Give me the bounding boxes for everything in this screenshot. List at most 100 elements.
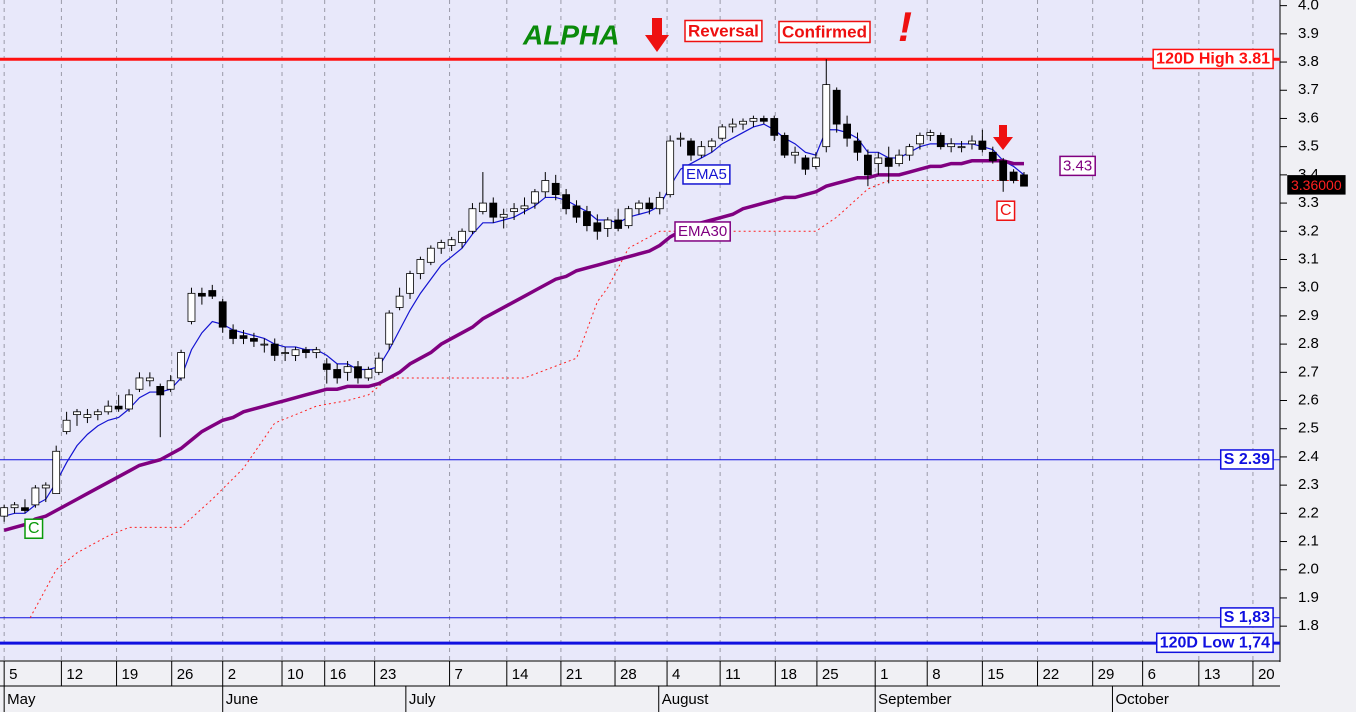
y-tick-label: 3.1	[1298, 250, 1319, 267]
candle-body	[260, 343, 269, 346]
y-axis-area	[1280, 0, 1356, 712]
y-tick-label: 3.0	[1298, 279, 1319, 296]
ema30-label-box	[674, 221, 731, 242]
candle-body	[978, 140, 987, 150]
candle-body	[562, 194, 571, 210]
x-tick-label: 1	[880, 666, 888, 683]
candle-body	[895, 154, 904, 164]
level-label-group: S 1,83	[1219, 607, 1274, 628]
plot-area	[0, 0, 1280, 660]
level-label: 120D High 3.81	[1156, 50, 1270, 67]
ema30-last-label-box	[1059, 155, 1096, 177]
candle-body	[759, 118, 768, 122]
x-tick-label: 2	[228, 666, 236, 683]
x-tick-label: 26	[177, 666, 194, 683]
buy-signal-label-box	[24, 518, 44, 539]
candle-body	[614, 219, 623, 229]
candle-body	[864, 154, 872, 176]
candle-body	[832, 89, 841, 125]
level-label-group: 120D High 3.81	[1152, 48, 1274, 70]
candle-body	[62, 419, 71, 432]
candle-body	[52, 450, 61, 494]
x-tick-label: 5	[9, 666, 17, 683]
candle-body	[520, 205, 529, 210]
candle-body	[208, 290, 217, 297]
buy-signal-label: C	[28, 520, 40, 537]
candle-body	[874, 157, 883, 164]
alpha-label: ALPHA	[522, 19, 619, 50]
y-tick-label: 3.9	[1298, 25, 1319, 42]
candle-body	[916, 134, 924, 145]
candle-body	[166, 380, 175, 390]
candle-body	[468, 208, 477, 232]
confirmed-label: Confirmed	[782, 22, 867, 41]
candle-body	[489, 202, 498, 218]
candle-body	[968, 140, 976, 145]
candle-body	[593, 222, 602, 232]
candle-body	[583, 211, 591, 227]
confirmed-label-box	[778, 20, 871, 44]
x-tick-label: 21	[566, 666, 583, 683]
candle-body	[31, 487, 40, 506]
candle-body	[197, 292, 206, 297]
candle-body	[666, 140, 675, 196]
y-tick-label: 2.7	[1298, 363, 1319, 380]
candle-body	[426, 247, 435, 263]
candle-body	[541, 180, 550, 193]
level-label: S 1,83	[1224, 609, 1270, 626]
candle-body	[957, 146, 966, 149]
month-label: September	[878, 691, 951, 708]
month-label: July	[409, 691, 436, 708]
ema30-last-label-group: 3.43	[1059, 155, 1096, 177]
y-tick-label: 2.6	[1298, 391, 1319, 408]
candle-body	[811, 157, 820, 167]
candle-body	[791, 151, 799, 156]
y-tick-label: 2.0	[1298, 561, 1319, 578]
candle-body	[218, 301, 227, 328]
candle-body	[239, 335, 248, 339]
y-tick-label: 3.8	[1298, 53, 1319, 70]
candle-body	[302, 349, 310, 353]
month-label: August	[662, 691, 710, 708]
x-tick-label: 11	[725, 666, 741, 683]
candle-body	[624, 208, 633, 227]
candle-body	[322, 363, 331, 370]
candle-body	[822, 84, 831, 148]
level-label-box	[1152, 48, 1274, 70]
y-tick-label: 2.1	[1298, 533, 1319, 550]
candle-body	[988, 151, 997, 162]
x-tick-label: 23	[380, 666, 397, 683]
candle-body	[416, 259, 425, 274]
y-tick-label: 3.7	[1298, 81, 1319, 98]
candle-body	[1009, 171, 1018, 181]
x-tick-label: 12	[66, 666, 83, 683]
reversal-label: Reversal	[688, 21, 759, 40]
x-tick-label: 7	[455, 666, 463, 683]
candle-body	[905, 146, 914, 156]
ema5-label-group: EMA5	[682, 164, 731, 185]
month-label: May	[7, 691, 36, 708]
candle-body	[395, 295, 404, 308]
candle-body	[104, 405, 113, 413]
y-tick-label: 2.4	[1298, 448, 1319, 465]
month-label: June	[226, 691, 259, 708]
candle-body	[884, 157, 893, 167]
buy-signal-label-group: C	[24, 518, 44, 539]
candle-body	[728, 123, 737, 128]
level-label-group: 120D Low 1,74	[1155, 632, 1274, 654]
x-tick-label: 8	[932, 666, 940, 683]
sell-signal-label-box	[996, 200, 1016, 221]
candle-body	[93, 411, 102, 416]
y-tick-label: 2.5	[1298, 420, 1319, 437]
candle-body	[843, 123, 851, 139]
x-tick-label: 19	[122, 666, 139, 683]
candle-body	[41, 484, 50, 489]
candle-body	[21, 507, 29, 511]
y-tick-label: 1.8	[1298, 617, 1319, 634]
candle-body	[936, 134, 945, 148]
candle-body	[0, 507, 9, 517]
ema5-label: EMA5	[686, 166, 727, 183]
candle-body	[853, 140, 862, 153]
